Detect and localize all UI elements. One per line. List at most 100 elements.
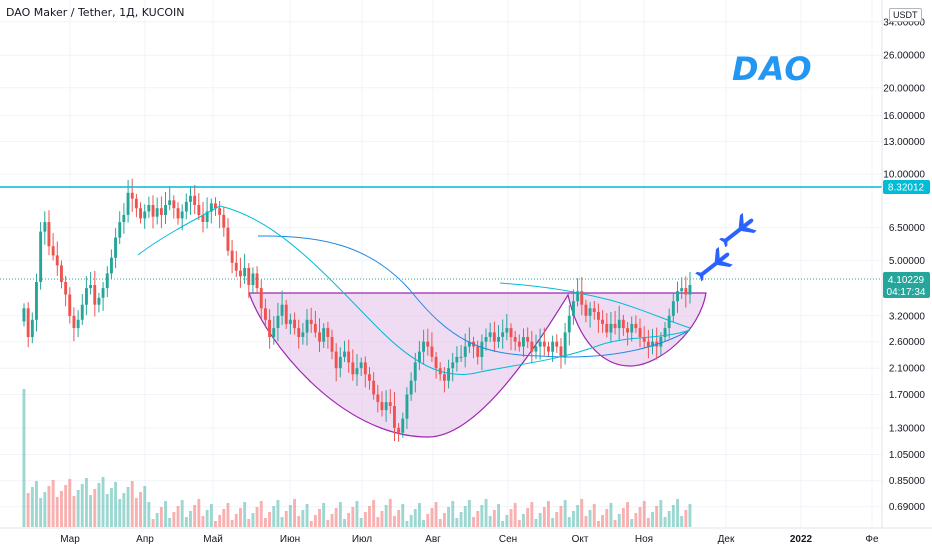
volume-bar — [555, 512, 559, 527]
volume-bar — [39, 498, 43, 527]
volume-bar — [363, 512, 367, 527]
volume-bar — [284, 511, 288, 527]
bar-timer-label: 04:17:34 — [887, 287, 926, 298]
candle-body — [313, 323, 317, 333]
volume-bar — [567, 517, 571, 527]
candle-body — [517, 341, 521, 347]
y-tick-label: 2.60000 — [889, 337, 926, 348]
plane-icon — [695, 246, 733, 282]
candle-body — [684, 288, 688, 295]
candle-body — [355, 368, 359, 375]
x-tick-label: Авг — [425, 534, 441, 545]
volume-bar — [97, 483, 101, 527]
y-tick-label: 16.00000 — [883, 111, 925, 122]
y-tick-label: 34.00000 — [883, 17, 925, 28]
candle-body — [280, 304, 284, 316]
candle-body — [309, 319, 313, 324]
volume-bar — [434, 502, 438, 527]
candle-body — [305, 319, 309, 333]
x-tick-label: Июн — [280, 534, 300, 545]
volume-bar — [547, 501, 550, 527]
candle-body — [297, 328, 301, 337]
volume-bar — [280, 517, 284, 527]
volume-bar — [418, 503, 421, 527]
candle-body — [201, 214, 205, 222]
volume-bar — [530, 502, 534, 527]
volume-bar — [43, 492, 47, 527]
currency-selector[interactable]: USDT — [889, 8, 922, 22]
x-tick-label: Май — [203, 534, 223, 545]
candle-body — [621, 319, 625, 329]
candle-body — [380, 402, 384, 411]
candle-body — [205, 211, 209, 222]
candle-body — [247, 268, 251, 285]
candle-body — [530, 341, 534, 352]
volume-bar — [118, 499, 122, 527]
candle-body — [351, 362, 355, 375]
volume-bar — [655, 506, 659, 527]
volume-bar — [680, 516, 684, 527]
candle-body — [60, 265, 63, 282]
volume-bar — [122, 493, 126, 527]
volume-bar — [193, 505, 197, 527]
candle-body — [222, 214, 226, 228]
volume-bar — [526, 508, 530, 527]
candle-body — [89, 285, 92, 289]
volume-bar — [272, 506, 276, 527]
candle-body — [630, 323, 634, 333]
candle-body — [422, 341, 425, 352]
volume-bar — [251, 513, 255, 527]
candle-body — [180, 211, 184, 219]
candle-body — [268, 319, 271, 337]
volume-bar — [572, 511, 575, 527]
candle-body — [542, 341, 546, 347]
y-tick-label: 1.70000 — [889, 390, 926, 401]
volume-bar — [397, 510, 401, 527]
volume-bar — [355, 501, 359, 527]
volume-bar — [621, 508, 625, 527]
volume-bar — [501, 521, 505, 527]
volume-bar — [184, 517, 188, 527]
candle-body — [513, 337, 517, 342]
volume-bar — [584, 516, 588, 527]
candle-body — [484, 337, 488, 342]
candle-body — [609, 323, 613, 333]
last-price-badge — [883, 272, 930, 298]
volume-bar — [409, 515, 413, 527]
volume-bar — [388, 499, 392, 527]
volume-bar — [671, 505, 675, 527]
volume-bar — [343, 519, 346, 527]
candle-body — [401, 418, 405, 433]
candle-body — [418, 351, 421, 363]
volume-bar — [114, 482, 117, 527]
candle-body — [343, 351, 346, 357]
volume-bar — [688, 504, 692, 527]
candle-body — [522, 337, 525, 347]
candle-body — [230, 250, 234, 263]
volume-bar — [630, 519, 634, 527]
volume-bar — [151, 519, 155, 527]
volume-bar — [617, 514, 621, 527]
candle-body — [368, 374, 371, 381]
moving-average-slow — [257, 235, 691, 358]
volume-bar — [230, 520, 234, 527]
volume-bar — [68, 479, 72, 527]
candle-body — [551, 341, 555, 352]
volume-bar — [538, 513, 542, 527]
volume-bar — [563, 500, 567, 527]
volume-bar — [351, 507, 355, 527]
y-tick-label: 0.69000 — [889, 502, 926, 513]
y-tick-label: 10.00000 — [883, 170, 925, 181]
candle-body — [347, 351, 351, 363]
y-tick-label: 26.00000 — [883, 51, 925, 62]
candle-body — [234, 262, 238, 271]
volume-bar — [559, 506, 563, 527]
candle-body — [384, 402, 388, 411]
volume-bar — [159, 507, 163, 527]
volume-bar — [247, 519, 251, 527]
volume-bar — [601, 515, 604, 527]
candle-body — [667, 315, 671, 328]
x-tick-label: Окт — [572, 534, 589, 545]
volume-bar — [659, 500, 663, 527]
candle-body — [559, 346, 563, 357]
